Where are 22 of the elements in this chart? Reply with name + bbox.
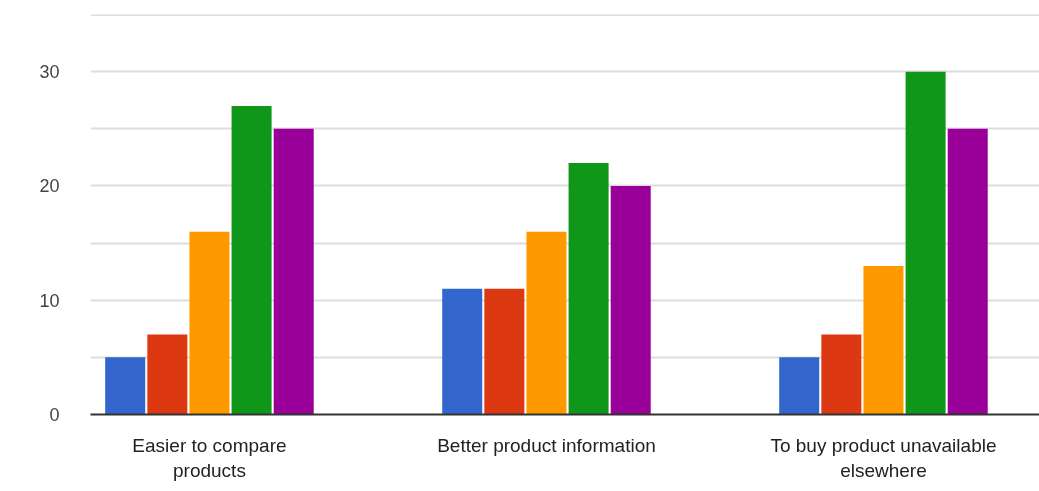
bar [484, 288, 525, 415]
y-tick-label: 20 [39, 176, 60, 197]
x-tick-label: Easier to compare products [132, 434, 287, 481]
bar [147, 334, 188, 415]
bar [947, 128, 988, 415]
bar [905, 71, 946, 415]
bar [442, 288, 483, 415]
bar [863, 265, 904, 415]
bar [189, 231, 230, 415]
y-tick-label: 30 [39, 62, 60, 83]
y-tick-label: 10 [39, 290, 60, 311]
bar [526, 231, 567, 415]
x-tick-label: To buy product unavailable elsewhere [770, 434, 997, 481]
bar [779, 357, 820, 415]
bar [231, 105, 272, 415]
x-tick-label: Better product information [437, 434, 656, 456]
bar [105, 357, 146, 415]
bar [273, 128, 314, 415]
y-tick-label: 0 [49, 405, 60, 425]
bar [610, 185, 651, 415]
bar [821, 334, 862, 415]
bar [568, 163, 609, 415]
